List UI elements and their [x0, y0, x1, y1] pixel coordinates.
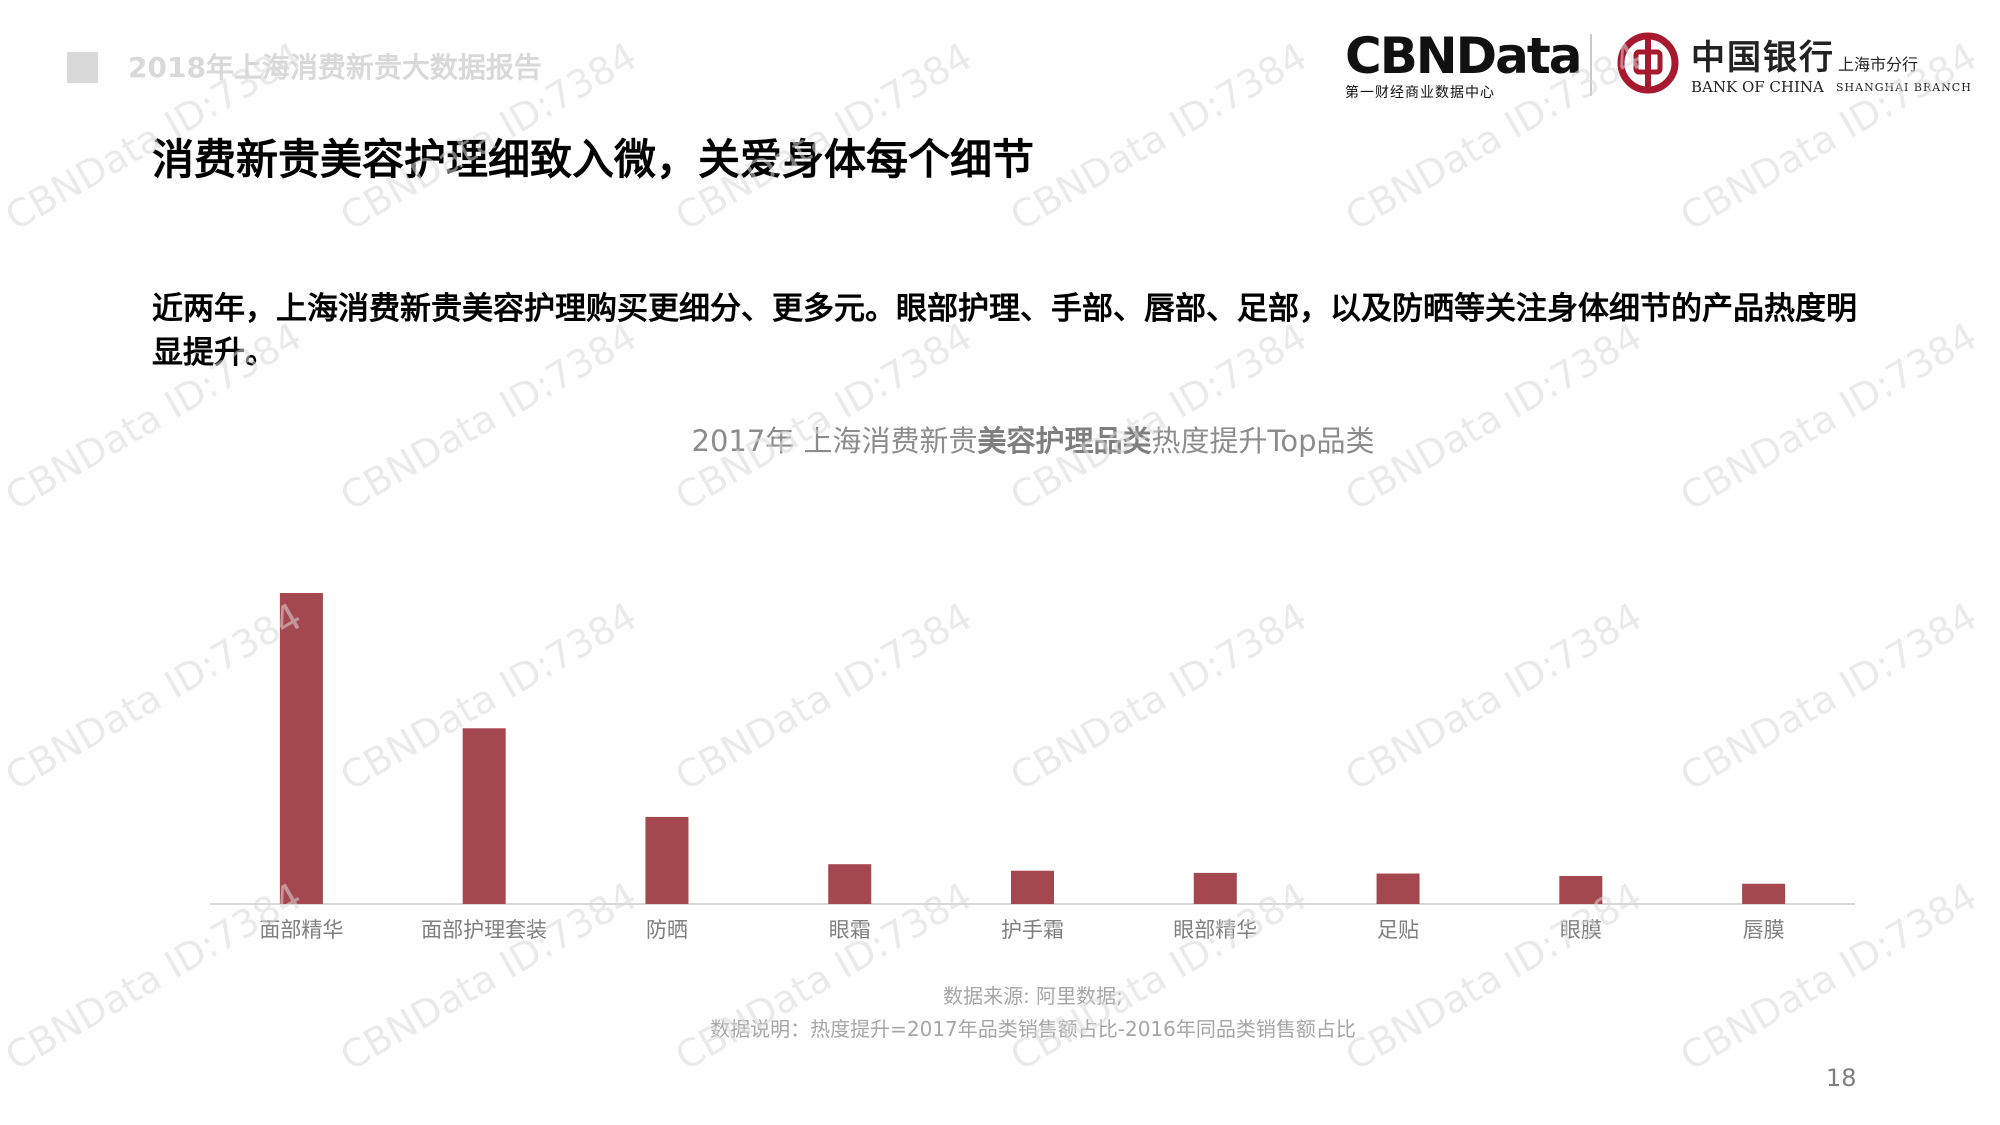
x-tick-label: 眼部精华 [1173, 918, 1257, 942]
cbndata-wordmark: CBNData [1345, 27, 1583, 85]
bar-7 [1376, 873, 1420, 904]
chart-title: 2017年 上海消费新贵美容护理品类热度提升Top品类 [0, 418, 2000, 460]
intro-paragraph: 近两年，上海消费新贵美容护理购买更细分、更多元。眼部护理、手部、唇部、足部，以及… [152, 291, 1857, 371]
chart-title-prefix: 2017年 上海消费新贵 [691, 424, 978, 458]
x-tick-label: 眼霜 [829, 918, 871, 942]
chart-title-suffix: 热度提升Top品类 [1151, 424, 1375, 458]
bank-of-china-logo [1617, 32, 1679, 94]
logo-divider [1590, 34, 1592, 96]
chart-title-bold: 美容护理品类 [977, 424, 1152, 458]
report-title: 2018年上海消费新贵大数据报告 [128, 51, 542, 84]
header-square-marker [67, 52, 98, 83]
data-note: 数据说明：热度提升=2017年品类销售额占比-2016年同品类销售额占比 [710, 1017, 1356, 1041]
x-tick-label: 防晒 [646, 918, 688, 942]
bar-8 [1559, 876, 1603, 904]
cbndata-subtitle: 第一财经商业数据中心 [1345, 85, 1495, 101]
bar-4 [828, 864, 872, 904]
x-tick-label: 面部精华 [259, 918, 343, 942]
bar-1 [279, 593, 323, 904]
cbndata-logo: CBNData 第一财经商业数据中心 [1345, 27, 1583, 102]
data-source: 数据来源: 阿里数据; [943, 984, 1123, 1008]
bar-9 [1742, 883, 1786, 904]
x-tick-label: 唇膜 [1743, 918, 1785, 942]
bar-3 [645, 816, 689, 904]
page-number: 18 [1826, 1064, 1857, 1092]
x-tick-label: 足贴 [1377, 918, 1419, 942]
boc-branch-en: SHANGHAI BRANCH [1836, 81, 1972, 94]
bar-2 [462, 728, 506, 904]
slide-headline: 消费新贵美容护理细致入微，关爱身体每个细节 [152, 135, 1035, 184]
boc-name-en: BANK OF CHINA [1691, 78, 1824, 96]
bar-6 [1193, 872, 1237, 904]
boc-name-cn: 中国银行 [1691, 38, 1835, 78]
x-tick-label: 面部护理套装 [421, 918, 547, 942]
x-tick-label: 护手霜 [1001, 918, 1064, 942]
boc-branch-cn: 上海市分行 [1838, 55, 1919, 74]
x-tick-label: 眼膜 [1560, 918, 1602, 942]
bar-5 [1011, 870, 1054, 904]
